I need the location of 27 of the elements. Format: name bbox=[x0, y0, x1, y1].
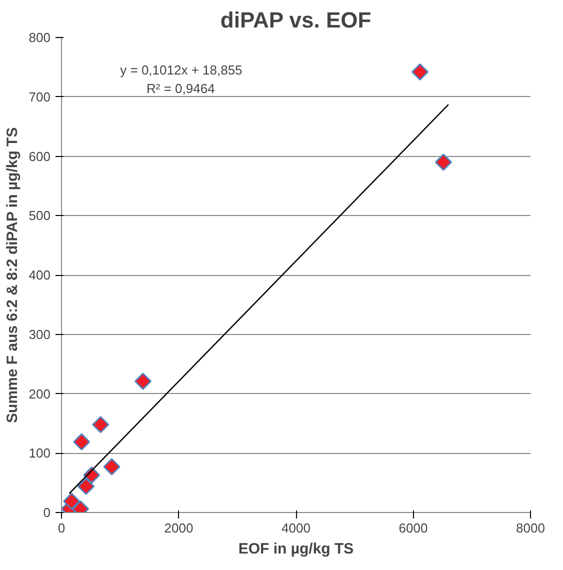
point bbox=[92, 416, 110, 434]
y-axis-title: Summe F aus 6:2 & 8:2 diPAP in µg/kg TS bbox=[4, 127, 21, 423]
point bbox=[62, 492, 80, 510]
x-tick-label: 6000 bbox=[398, 520, 428, 536]
point bbox=[73, 433, 90, 450]
point bbox=[103, 458, 120, 476]
y-tick-label: 600 bbox=[28, 148, 51, 164]
y-tick-label: 100 bbox=[28, 446, 51, 461]
y-tick-label: 400 bbox=[28, 268, 51, 282]
x-tick-label: 4000 bbox=[282, 520, 310, 536]
point bbox=[434, 154, 452, 171]
y-tick-label: 800 bbox=[28, 30, 51, 45]
x-tick-label: 2000 bbox=[164, 520, 194, 536]
y-tick-label: 500 bbox=[28, 208, 51, 224]
x-tick-label: 0 bbox=[58, 520, 66, 536]
point bbox=[134, 372, 152, 390]
y-tick-label: 700 bbox=[28, 89, 51, 104]
point bbox=[78, 478, 95, 495]
annotation: R² = 0,9464 bbox=[146, 81, 215, 96]
chart-title: diPAP vs. EOF bbox=[220, 8, 372, 32]
point bbox=[411, 63, 429, 80]
y-tick-label: 300 bbox=[28, 326, 51, 342]
annotation: y = 0,1012x + 18,855 bbox=[120, 62, 242, 78]
x-tick-label: 8000 bbox=[516, 520, 545, 536]
x-axis-title: EOF in µg/kg TS bbox=[238, 540, 354, 558]
y-tick-label: 200 bbox=[28, 386, 51, 402]
y-tick-label: 0 bbox=[43, 505, 51, 520]
